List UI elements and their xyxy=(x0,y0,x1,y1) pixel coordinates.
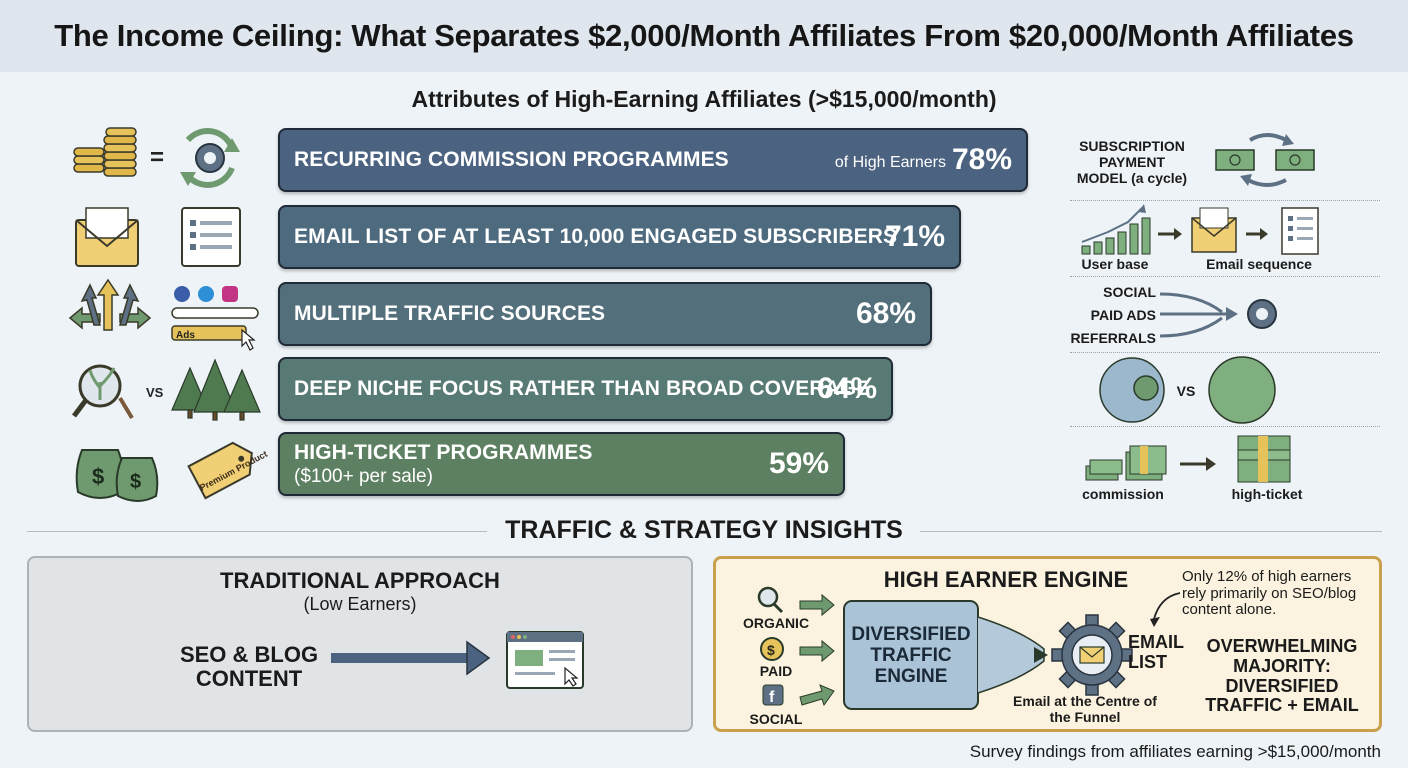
svg-text:f: f xyxy=(769,689,775,706)
bar-label: MULTIPLE TRAFFIC SOURCES xyxy=(294,302,606,325)
divider xyxy=(1070,276,1380,277)
bar-value: 59% xyxy=(768,447,829,480)
subscription-label: SUBSCRIPTION PAYMENT MODEL (a cycle) xyxy=(1076,138,1188,187)
user-base-growth-icon xyxy=(1081,204,1319,255)
bar-label: DEEP NICHE FOCUS RATHER THAN BROAD COVER… xyxy=(294,377,871,400)
price-tag-icon xyxy=(187,441,253,500)
high-ticket-label: high-ticket xyxy=(1231,486,1303,502)
bar-email-list: EMAIL LIST OF AT LEAST 10,000 ENGAGED SU… xyxy=(278,205,961,269)
coin-stack-icon xyxy=(73,127,137,177)
vs-label: VS xyxy=(146,385,164,400)
note-arrow xyxy=(1150,592,1181,627)
recurring-gear-icon xyxy=(180,128,240,188)
social-label: SOCIAL xyxy=(749,711,803,727)
traffic-merge-icon xyxy=(1159,292,1277,338)
commission-label: commission xyxy=(1082,486,1164,502)
commission-to-high-ticket-icon xyxy=(1085,435,1291,483)
funnel-caption: Email at the Centre of the Funnel xyxy=(1013,693,1157,726)
page-title: The Income Ceiling: What Separates $2,00… xyxy=(54,18,1354,53)
seo-blog-label: SEO & BLOG CONTENT xyxy=(179,642,319,692)
left-icons: = Ads VS xyxy=(68,127,269,502)
bar-niche-focus: DEEP NICHE FOCUS RATHER THAN BROAD COVER… xyxy=(278,357,893,421)
bar-label: HIGH-TICKET PROGRAMMES xyxy=(294,440,593,464)
section-divider-left xyxy=(27,531,487,532)
traditional-subtitle: (Low Earners) xyxy=(303,594,417,614)
engine-title: HIGH EARNER ENGINE xyxy=(883,567,1129,592)
bar-multiple-traffic: MULTIPLE TRAFFIC SOURCES 68% xyxy=(278,282,932,346)
email-sequence-label: Email sequence xyxy=(1206,256,1312,272)
user-base-label: User base xyxy=(1081,256,1149,272)
niche-vs-broad-icon xyxy=(1099,356,1276,424)
bar-value: 71% xyxy=(884,220,945,253)
bar-label: RECURRING COMMISSION PROGRAMMES xyxy=(294,148,729,171)
footer-caption: Survey findings from affiliates earning … xyxy=(969,742,1381,761)
magnifier-plant-icon xyxy=(72,364,134,420)
high-earner-engine-panel: HIGH EARNER ENGINE $ f xyxy=(713,556,1382,732)
bar-sublabel: ($100+ per sale) xyxy=(294,465,433,487)
paid-ads-label: PAID ADS xyxy=(1090,307,1156,323)
paid-label: PAID xyxy=(759,663,793,679)
divider xyxy=(1070,426,1380,427)
svg-text:=: = xyxy=(150,144,164,171)
forest-icon xyxy=(171,358,261,421)
svg-text:$: $ xyxy=(92,464,104,489)
bar-value: 68% xyxy=(855,297,916,330)
vs-label: VS xyxy=(1176,383,1196,399)
money-bag-icon: $ $ xyxy=(75,449,159,502)
social-icons xyxy=(171,286,259,351)
ads-label: Ads xyxy=(176,330,195,341)
bar-value: 78% xyxy=(951,143,1012,176)
chart-subtitle: Attributes of High-Earning Affiliates (>… xyxy=(411,86,997,112)
email-list-label: EMAIL LIST xyxy=(1128,632,1184,672)
conclusion-label: OVERWHELMING MAJORITY: DIVERSIFIED TRAFF… xyxy=(1205,636,1359,716)
referrals-label: REFERRALS xyxy=(1070,330,1156,346)
section-title: TRAFFIC & STRATEGY INSIGHTS xyxy=(505,516,903,544)
envelope-icon xyxy=(75,207,139,267)
bar-value: 64% xyxy=(816,372,877,405)
header: The Income Ceiling: What Separates $2,00… xyxy=(0,0,1408,72)
divider xyxy=(1070,200,1380,201)
document-list-icon xyxy=(181,207,241,267)
traditional-title: TRADITIONAL APPROACH xyxy=(220,568,500,593)
bar-recurring-commission: RECURRING COMMISSION PROGRAMMES of High … xyxy=(278,128,1028,192)
traditional-approach-panel: TRADITIONAL APPROACH (Low Earners) SEO &… xyxy=(27,556,693,732)
svg-text:$: $ xyxy=(767,642,775,658)
organic-label: ORGANIC xyxy=(742,615,810,631)
divider xyxy=(1070,352,1380,353)
social-label: SOCIAL xyxy=(1103,284,1156,300)
svg-text:$: $ xyxy=(130,471,141,493)
diversified-engine-label: DIVERSIFIED TRAFFIC ENGINE xyxy=(851,624,971,687)
engine-diagram: $ f xyxy=(757,586,1133,710)
seo-note: Only 12% of high earners rely primarily … xyxy=(1182,568,1357,618)
section-divider-right xyxy=(920,531,1382,532)
seo-to-browser-icon xyxy=(331,631,584,689)
bar-note: of High Earners xyxy=(834,154,946,171)
bar-label: EMAIL LIST OF AT LEAST 10,000 ENGAGED SU… xyxy=(294,225,898,248)
bar-high-ticket: HIGH-TICKET PROGRAMMES ($100+ per sale) … xyxy=(278,432,845,496)
subscription-cycle-icon xyxy=(1215,133,1315,187)
branching-arrows-icon xyxy=(68,278,152,331)
